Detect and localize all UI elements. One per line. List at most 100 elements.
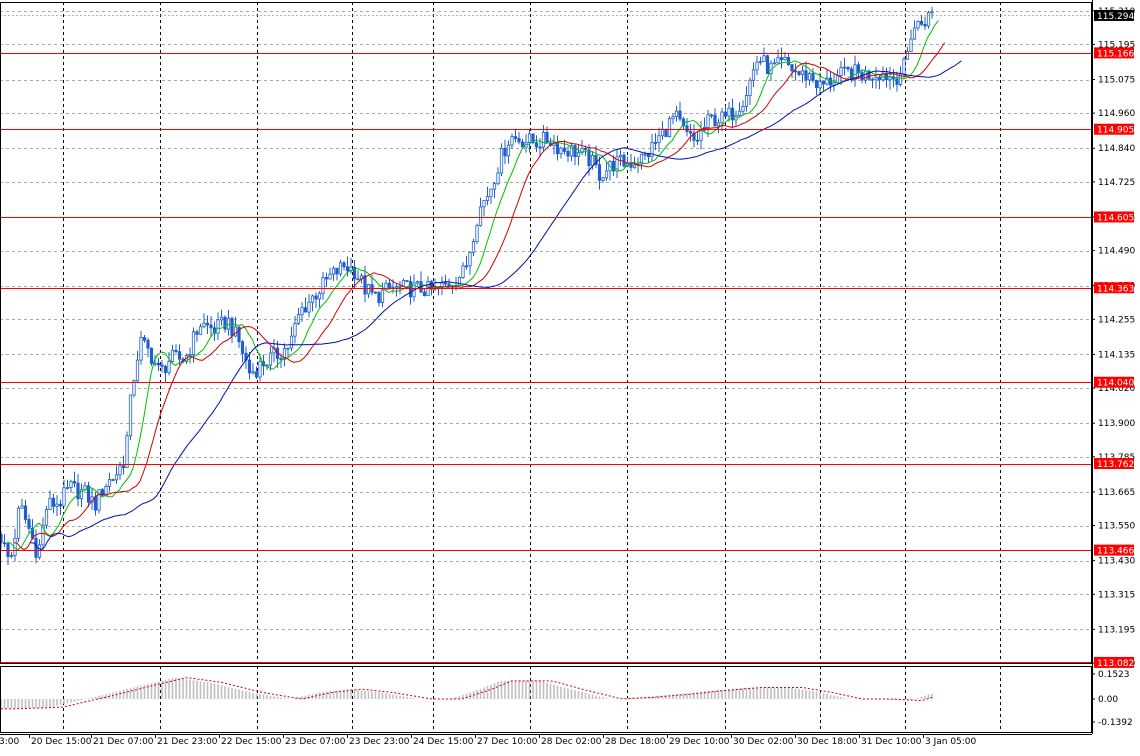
level-price-tag: [1094, 211, 1134, 223]
candle-body: [573, 145, 577, 158]
candle-body: [727, 107, 731, 117]
candle-body: [300, 307, 304, 316]
candle-body: [195, 331, 199, 335]
x-tick-label: 30 Dec 18:00: [797, 737, 858, 747]
candle-body: [821, 80, 826, 85]
candle-body: [268, 352, 273, 366]
candle-body: [506, 144, 511, 157]
candle-body: [254, 371, 259, 378]
level-price-label: 113.466: [1097, 547, 1134, 557]
candle-body: [783, 56, 787, 61]
candle-body: [457, 277, 462, 286]
candle-body: [744, 95, 749, 107]
candle-body: [863, 70, 868, 81]
candle-body: [618, 154, 623, 158]
candle-body: [569, 145, 574, 157]
candle-body: [335, 267, 339, 275]
candle-body: [2, 542, 7, 545]
candle-body: [41, 524, 45, 546]
x-tick-label: 20 Dec 15:00: [31, 737, 92, 747]
candle-body: [289, 335, 294, 349]
candle-body: [818, 80, 822, 89]
candle-body: [926, 12, 931, 27]
candle-body: [734, 114, 738, 121]
candle-body: [100, 489, 105, 496]
candle-body: [895, 78, 899, 85]
candle-body: [877, 76, 882, 81]
candle-body: [653, 142, 658, 144]
candle-body: [363, 275, 367, 295]
candle-body: [461, 265, 465, 278]
candle-body: [149, 347, 154, 364]
candle-body: [839, 67, 843, 76]
oscillator-pane[interactable]: [0, 666, 1001, 732]
candle-body: [772, 62, 777, 65]
level-price-label: 113.762: [1097, 460, 1134, 470]
candle-body: [296, 314, 301, 324]
candle-body: [562, 147, 567, 152]
candle-body: [380, 289, 385, 304]
candle-body: [856, 64, 861, 73]
candle-body: [188, 354, 192, 356]
candle-body: [762, 55, 766, 62]
candle-body: [125, 435, 129, 469]
candle-body: [919, 21, 924, 25]
candle-body: [916, 21, 920, 29]
y-tick-label: 114.960: [1098, 109, 1135, 119]
candle-body: [226, 317, 231, 330]
candle-body: [545, 131, 549, 144]
candle-body: [342, 262, 346, 268]
candle-body: [233, 326, 238, 337]
x-tick-label: 24 Dec 15:00: [413, 737, 474, 747]
y-tick-label: 113.900: [1098, 419, 1135, 429]
candle-body: [594, 154, 598, 165]
candle-body: [825, 77, 829, 85]
candle-body: [86, 485, 91, 503]
candle-body: [681, 118, 686, 127]
price-pane[interactable]: [0, 2, 1092, 664]
candle-body: [538, 146, 542, 149]
candle-body: [37, 544, 42, 558]
candle-body: [475, 225, 479, 242]
candle-body: [219, 316, 224, 321]
candle-body: [286, 347, 290, 350]
candle-body: [902, 58, 906, 75]
candle-body: [699, 130, 703, 141]
candle-body: [737, 110, 742, 116]
candle-body: [639, 153, 644, 165]
candle-body: [643, 153, 647, 156]
candle-body: [97, 489, 101, 511]
candle-body: [377, 292, 381, 304]
candle-body: [674, 110, 679, 117]
x-tick-label: 3 Jan 05:00: [925, 737, 977, 747]
candle-body: [611, 160, 616, 172]
candle-body: [513, 136, 518, 139]
candle-body: [559, 147, 563, 155]
candle-body: [482, 200, 486, 208]
candle-body: [576, 152, 581, 158]
oscillator-bars: [0, 677, 933, 709]
candle-body: [279, 358, 283, 360]
candle-body: [797, 71, 801, 75]
candle-body: [216, 319, 220, 334]
candle-body: [489, 188, 493, 197]
candle-body: [72, 481, 77, 484]
x-tick-label: 22 Dec 15:00: [221, 737, 282, 747]
osc-y-tick-label: 0.00: [1098, 695, 1118, 705]
candle-body: [153, 362, 157, 365]
candle-body: [317, 292, 322, 300]
candle-body: [230, 317, 234, 337]
x-tick-label: 23 Dec 07:00: [285, 737, 346, 747]
y-tick-label: 114.020: [1098, 384, 1135, 394]
level-price-tag: [1094, 282, 1134, 294]
candle-body: [566, 150, 570, 157]
candle-body: [338, 262, 343, 275]
candle-body: [258, 361, 262, 378]
y-tick-label: 115.075: [1098, 76, 1135, 86]
candle-body: [0, 533, 3, 544]
candle-body: [709, 114, 714, 117]
candle-body: [765, 55, 770, 75]
x-tick-label: 3:00: [0, 737, 19, 747]
candle-body: [811, 73, 815, 81]
